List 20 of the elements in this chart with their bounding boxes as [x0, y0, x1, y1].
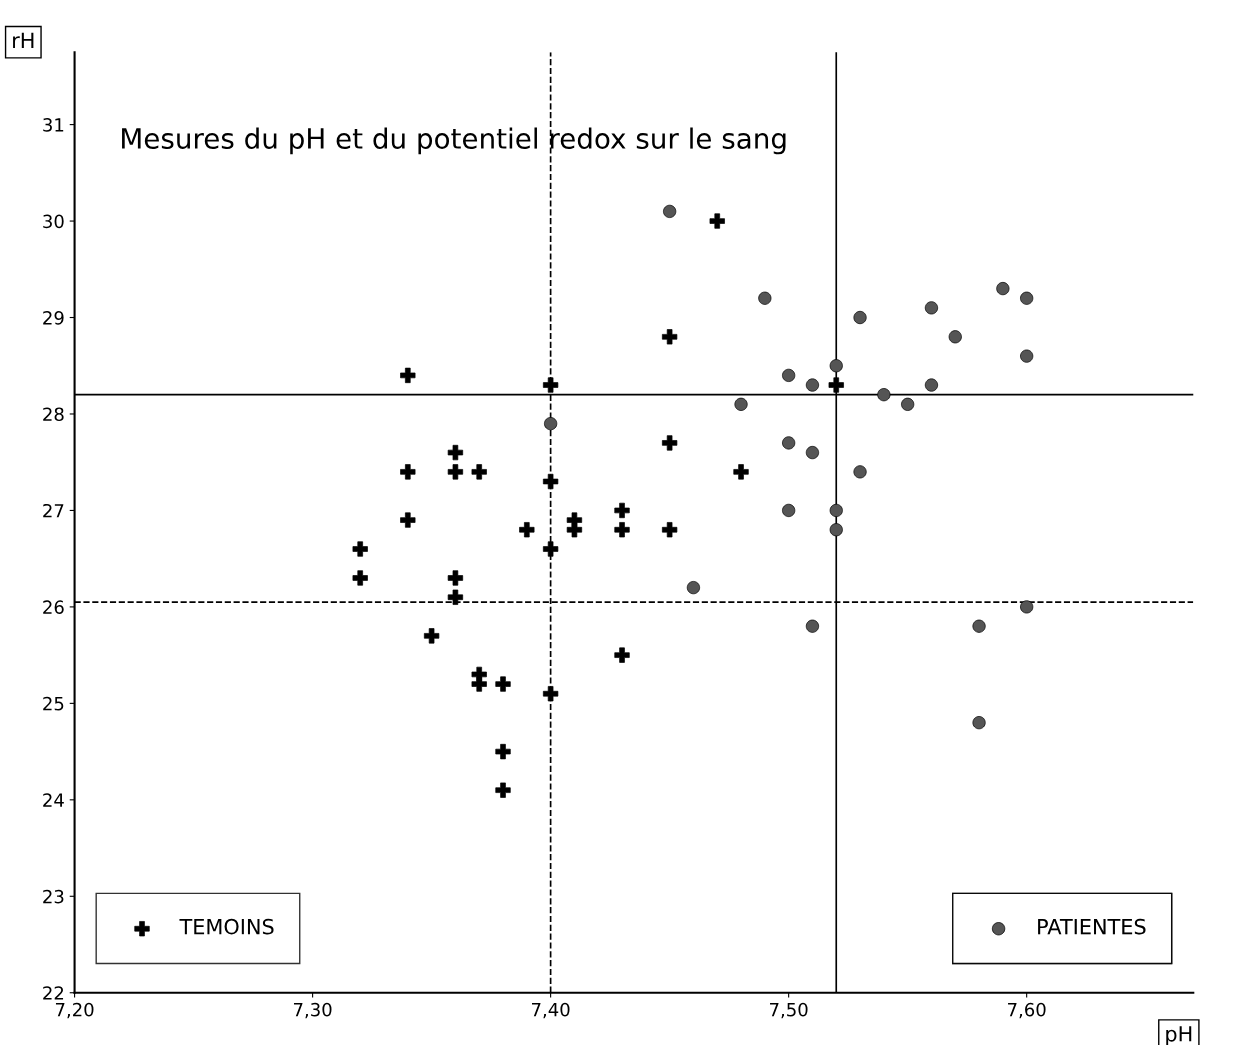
legend-label: TEMOINS: [179, 918, 274, 935]
x-axis-title: pH: [1166, 1026, 1192, 1045]
y-axis-title: rH: [13, 32, 34, 48]
x-tick-label: 7,50: [770, 1002, 808, 1019]
y-tick-label: 29: [43, 310, 64, 325]
legend-label: PATIENTES: [1038, 918, 1146, 935]
text: Mesures du pH et du potentiel redox sur le sang: [122, 127, 786, 155]
y-tick-label: 28: [43, 407, 64, 422]
x-tick-label: 7,30: [293, 1002, 332, 1019]
y-tick-label: 26: [43, 600, 64, 615]
y-tick-label: 27: [43, 503, 64, 518]
x-tick-label: 7,20: [55, 1002, 94, 1019]
y-tick-label: 22: [43, 986, 64, 1000]
x-tick-label: 7,40: [532, 1002, 570, 1019]
y-tick-label: 24: [43, 793, 64, 807]
y-tick-label: 23: [43, 889, 64, 904]
y-tick-label: 30: [43, 214, 64, 229]
x-tick-label: 7,60: [1008, 1002, 1046, 1019]
y-tick-label: 25: [43, 696, 64, 711]
y-tick-label: 31: [43, 118, 64, 132]
